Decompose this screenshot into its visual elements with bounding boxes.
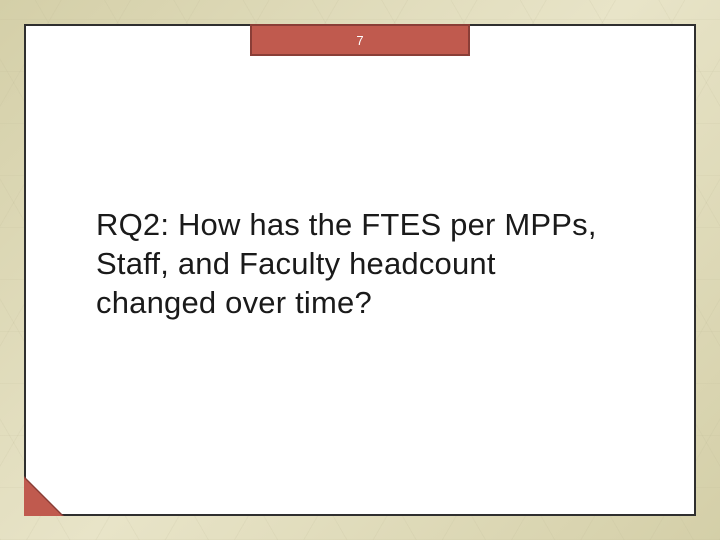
slide-heading: RQ2: How has the FTES per MPPs, Staff, a… xyxy=(96,206,624,322)
page-number-badge: 7 xyxy=(250,24,470,56)
content-card: 7 RQ2: How has the FTES per MPPs, Staff,… xyxy=(24,24,696,516)
accent-corner xyxy=(24,478,62,516)
page-number: 7 xyxy=(356,33,363,48)
slide-background: 7 RQ2: How has the FTES per MPPs, Staff,… xyxy=(0,0,720,540)
